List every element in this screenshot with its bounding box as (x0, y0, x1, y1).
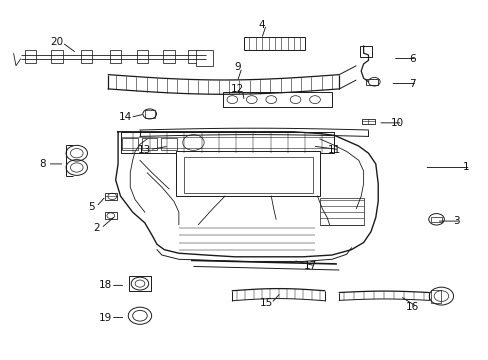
Bar (319, 198, 363, 225)
Bar (51, 50, 63, 63)
Bar (110, 50, 121, 63)
Bar (430, 217, 442, 222)
Bar (163, 50, 175, 63)
Bar (176, 152, 319, 196)
Bar (244, 37, 305, 50)
Bar (120, 132, 334, 153)
Bar (183, 157, 312, 193)
Bar (187, 50, 199, 63)
Text: 20: 20 (51, 37, 64, 48)
Bar (136, 50, 148, 63)
Bar (81, 50, 92, 63)
Bar (222, 93, 331, 107)
Bar (430, 290, 441, 303)
Text: 1: 1 (462, 162, 468, 172)
Bar (105, 193, 116, 200)
Bar (129, 276, 150, 291)
Text: 7: 7 (408, 78, 415, 89)
Text: 12: 12 (230, 84, 244, 94)
Bar (196, 50, 212, 66)
Bar (105, 212, 116, 219)
Bar (25, 50, 36, 63)
Bar (142, 138, 157, 150)
Text: 8: 8 (40, 159, 46, 169)
Text: 13: 13 (138, 145, 151, 155)
Text: 17: 17 (303, 261, 316, 271)
Text: 6: 6 (408, 54, 415, 64)
Text: 2: 2 (93, 223, 100, 233)
Bar (360, 46, 372, 57)
Text: 18: 18 (99, 280, 112, 291)
Bar (122, 138, 138, 150)
Text: 11: 11 (327, 145, 340, 155)
Text: 15: 15 (259, 298, 272, 308)
Text: 10: 10 (390, 118, 404, 128)
Bar (144, 110, 154, 118)
Text: 3: 3 (452, 216, 458, 226)
Text: 14: 14 (119, 112, 132, 122)
Bar (161, 138, 177, 150)
Bar (361, 118, 374, 123)
Text: 4: 4 (258, 19, 264, 30)
Text: 5: 5 (88, 202, 95, 212)
Text: 19: 19 (99, 312, 112, 323)
Bar (366, 79, 377, 85)
Text: 9: 9 (233, 63, 240, 72)
Text: 16: 16 (405, 302, 418, 312)
